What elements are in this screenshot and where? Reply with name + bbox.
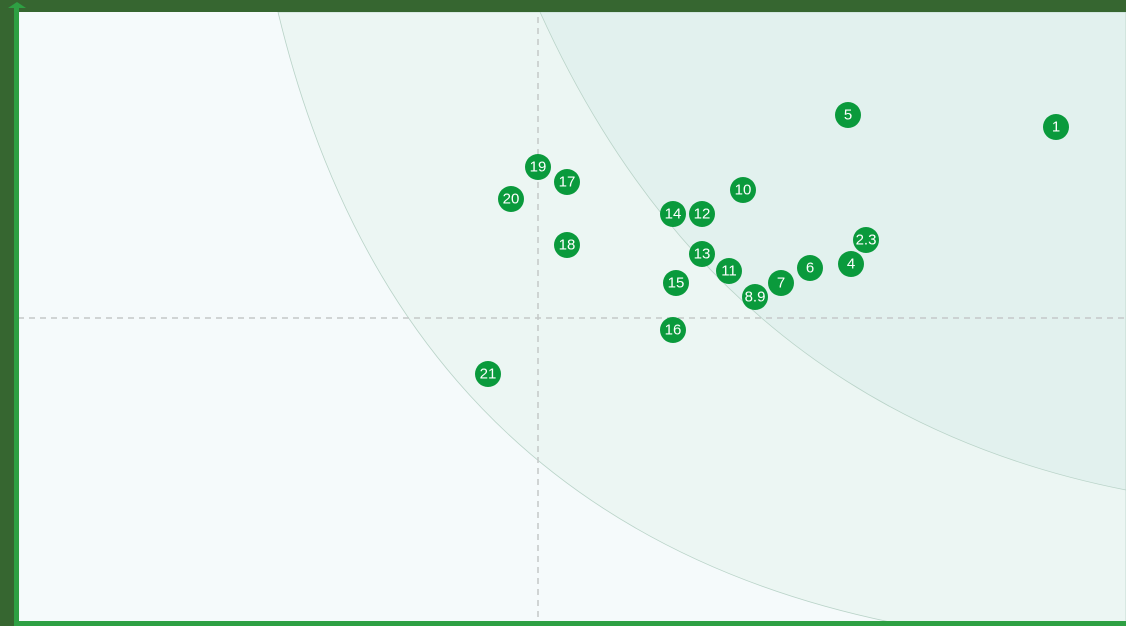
point-marker[interactable] bbox=[660, 317, 686, 343]
point-label: 20 bbox=[503, 191, 520, 208]
point[interactable]: 11 bbox=[716, 258, 742, 284]
point[interactable]: 20 bbox=[498, 186, 524, 212]
x-axis-line bbox=[14, 621, 1126, 626]
point-label: 2.3 bbox=[856, 232, 877, 249]
point[interactable]: 17 bbox=[554, 169, 580, 195]
point[interactable]: 19 bbox=[525, 154, 551, 180]
point-label: 19 bbox=[530, 159, 547, 176]
point-label: 12 bbox=[694, 206, 711, 223]
point[interactable]: 6 bbox=[797, 255, 823, 281]
point-label: 21 bbox=[480, 366, 497, 383]
point[interactable]: 12 bbox=[689, 201, 715, 227]
point[interactable]: 21 bbox=[475, 361, 501, 387]
point-marker[interactable] bbox=[689, 201, 715, 227]
point-marker[interactable] bbox=[797, 255, 823, 281]
point-marker[interactable] bbox=[835, 102, 861, 128]
point-label: 15 bbox=[668, 275, 685, 292]
point-marker[interactable] bbox=[475, 361, 501, 387]
point[interactable]: 7 bbox=[768, 270, 794, 296]
point[interactable]: 18 bbox=[554, 232, 580, 258]
point-marker[interactable] bbox=[660, 201, 686, 227]
y-axis-arrow bbox=[8, 2, 26, 8]
point[interactable]: 10 bbox=[730, 177, 756, 203]
point-label: 1 bbox=[1052, 119, 1060, 136]
point[interactable]: 16 bbox=[660, 317, 686, 343]
point-label: 16 bbox=[665, 322, 682, 339]
inner-zone bbox=[539, 11, 1126, 491]
point[interactable]: 2.3 bbox=[853, 227, 879, 253]
point-marker[interactable] bbox=[768, 270, 794, 296]
point-marker[interactable] bbox=[498, 186, 524, 212]
top-frame bbox=[0, 0, 1126, 12]
point-marker[interactable] bbox=[554, 232, 580, 258]
point-marker[interactable] bbox=[853, 227, 879, 253]
point-marker[interactable] bbox=[838, 251, 864, 277]
y-axis-line bbox=[14, 8, 19, 626]
point[interactable]: 13 bbox=[689, 241, 715, 267]
point-label: 18 bbox=[559, 237, 576, 254]
point-marker[interactable] bbox=[742, 284, 768, 310]
point-marker[interactable] bbox=[730, 177, 756, 203]
point-label: 17 bbox=[559, 174, 576, 191]
point-marker[interactable] bbox=[663, 270, 689, 296]
point[interactable]: 5 bbox=[835, 102, 861, 128]
point-label: 10 bbox=[735, 182, 752, 199]
point-label: 13 bbox=[694, 246, 711, 263]
point-label: 14 bbox=[665, 206, 682, 223]
point[interactable]: 14 bbox=[660, 201, 686, 227]
point[interactable]: 15 bbox=[663, 270, 689, 296]
point-label: 7 bbox=[777, 275, 785, 292]
left-frame bbox=[0, 0, 14, 626]
point-label: 8.9 bbox=[745, 289, 766, 306]
point[interactable]: 8.9 bbox=[742, 284, 768, 310]
point-label: 4 bbox=[847, 256, 855, 273]
point-label: 5 bbox=[844, 107, 852, 124]
point-label: 11 bbox=[721, 263, 737, 280]
point-marker[interactable] bbox=[525, 154, 551, 180]
point-label: 6 bbox=[806, 260, 814, 277]
point[interactable]: 1 bbox=[1043, 114, 1069, 140]
point-marker[interactable] bbox=[554, 169, 580, 195]
point-marker[interactable] bbox=[1043, 114, 1069, 140]
point[interactable]: 4 bbox=[838, 251, 864, 277]
point-marker[interactable] bbox=[716, 258, 742, 284]
point-marker[interactable] bbox=[689, 241, 715, 267]
